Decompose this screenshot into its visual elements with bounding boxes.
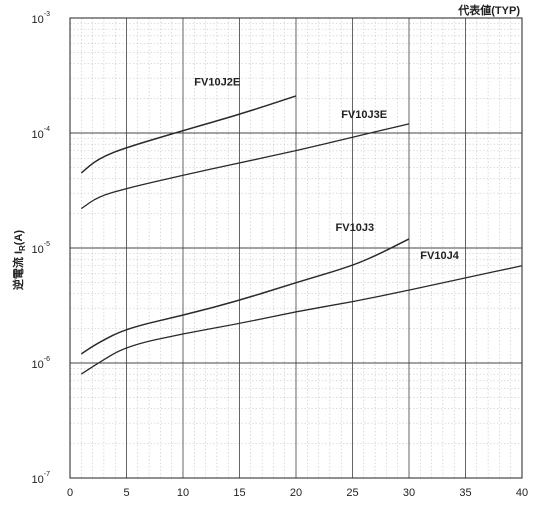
series-line-fv10j3 [80,238,410,355]
y-tick-base: 10 [32,359,44,371]
y-tick-base: 10 [32,14,44,26]
series-layer: FV10J2E FV10J3E FV10J3 FV10J4 [80,76,523,375]
y-axis-label-main: 逆電流 I [11,251,25,290]
x-tick-label: 0 [67,487,73,499]
x-tick-label: 35 [459,487,471,499]
major-grid [70,18,522,478]
y-tick-exponent: -3 [44,11,50,18]
x-tick-label: 5 [123,487,129,499]
x-tick-label: 10 [177,487,189,499]
series-label-fv10j2e: FV10J2E [194,76,240,88]
y-tick-base: 10 [32,244,44,256]
y-tick-labels: 10-710-610-510-410-3 [32,11,51,486]
series-label-fv10j4: FV10J4 [420,250,459,262]
y-tick-label: 10-6 [32,356,51,371]
x-tick-label: 20 [290,487,302,499]
x-tick-label: 30 [403,487,415,499]
y-tick-exponent: -4 [44,126,50,133]
x-tick-label: 15 [233,487,245,499]
y-tick-label: 10-5 [32,241,51,256]
series-line-fv10j2e [80,95,297,174]
x-tick-label: 40 [516,487,528,499]
y-tick-exponent: -7 [44,471,50,478]
y-tick-exponent: -6 [44,356,50,363]
y-tick-label: 10-4 [32,126,51,141]
y-tick-label: 10-7 [32,471,51,486]
y-axis-label: 逆電流 IR(A) [11,230,27,291]
x-tick-labels: 0 5 10 15 20 25 30 35 40 [67,487,528,499]
y-axis-label-subscript: R [18,245,27,251]
y-tick-exponent: -5 [44,241,50,248]
series-label-fv10j3e: FV10J3E [341,109,387,121]
corner-note: 代表値(TYP) [457,3,520,17]
y-tick-base: 10 [32,474,44,486]
series-line-fv10j4 [80,265,523,375]
plot-frame [69,17,523,479]
y-tick-base: 10 [32,129,44,141]
series-label-fv10j3: FV10J3 [336,222,375,234]
x-tick-label: 25 [346,487,358,499]
y-tick-label: 10-3 [32,11,51,26]
series-line-fv10j3e [80,123,410,210]
y-axis-label-unit: (A) [13,230,25,246]
